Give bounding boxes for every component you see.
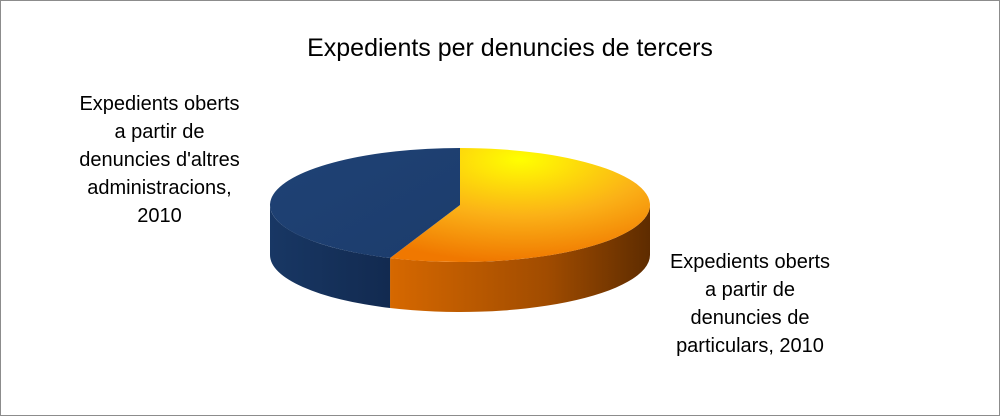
slice-side <box>270 205 391 308</box>
slice-side <box>390 205 650 312</box>
pie <box>270 148 651 312</box>
slice <box>390 148 651 262</box>
slice <box>270 148 460 258</box>
slice-label: Expedients oberts a partir de denuncies … <box>669 251 831 357</box>
slice-label: Expedients oberts a partir de denuncies … <box>79 93 240 227</box>
chart-title: Expedients per denuncies de tercers <box>307 34 713 62</box>
